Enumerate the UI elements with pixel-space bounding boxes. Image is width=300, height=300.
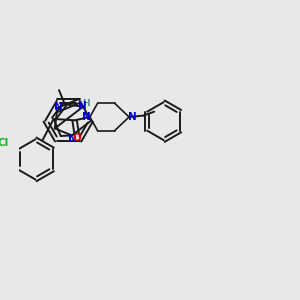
Text: N: N (78, 101, 87, 111)
Text: Cl: Cl (0, 138, 9, 148)
Text: O: O (72, 134, 81, 143)
Text: N: N (54, 102, 63, 112)
Text: N: N (82, 112, 91, 122)
Text: N: N (68, 134, 77, 144)
Text: H: H (82, 99, 90, 108)
Text: N: N (128, 112, 137, 122)
